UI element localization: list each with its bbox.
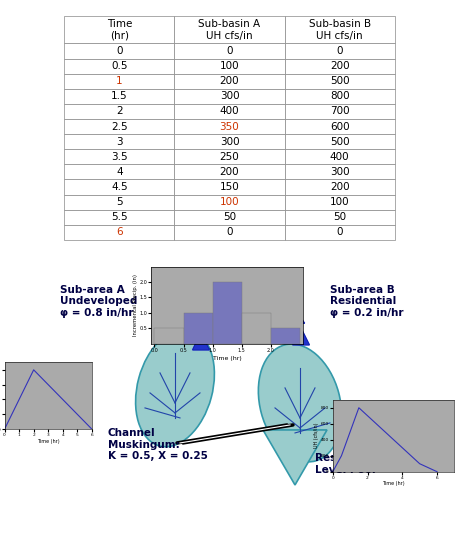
Bar bbox=[184, 313, 213, 344]
Ellipse shape bbox=[135, 329, 214, 447]
Y-axis label: UH (cfs/in): UH (cfs/in) bbox=[314, 423, 319, 448]
Bar bbox=[213, 282, 242, 344]
Polygon shape bbox=[292, 309, 309, 345]
Text: Sub-area A
Undeveloped
φ = 0.8 in/hr: Sub-area A Undeveloped φ = 0.8 in/hr bbox=[60, 285, 137, 318]
Ellipse shape bbox=[258, 344, 341, 462]
Polygon shape bbox=[263, 430, 327, 485]
X-axis label: Time (hr): Time (hr) bbox=[382, 481, 405, 486]
X-axis label: Time (hr): Time (hr) bbox=[213, 356, 241, 361]
Text: Channel
Muskingum:
K = 0.5, X = 0.25: Channel Muskingum: K = 0.5, X = 0.25 bbox=[108, 428, 208, 461]
Bar bbox=[154, 328, 184, 344]
Text: Reservoir
Level Pool: Reservoir Level Pool bbox=[315, 453, 375, 474]
X-axis label: Time (hr): Time (hr) bbox=[37, 439, 60, 443]
Polygon shape bbox=[193, 314, 209, 350]
Bar bbox=[242, 313, 271, 344]
Y-axis label: Incremental Precip. (in): Incremental Precip. (in) bbox=[133, 274, 138, 336]
Bar bbox=[271, 328, 300, 344]
Text: Sub-area B
Residential
φ = 0.2 in/hr: Sub-area B Residential φ = 0.2 in/hr bbox=[330, 285, 403, 318]
